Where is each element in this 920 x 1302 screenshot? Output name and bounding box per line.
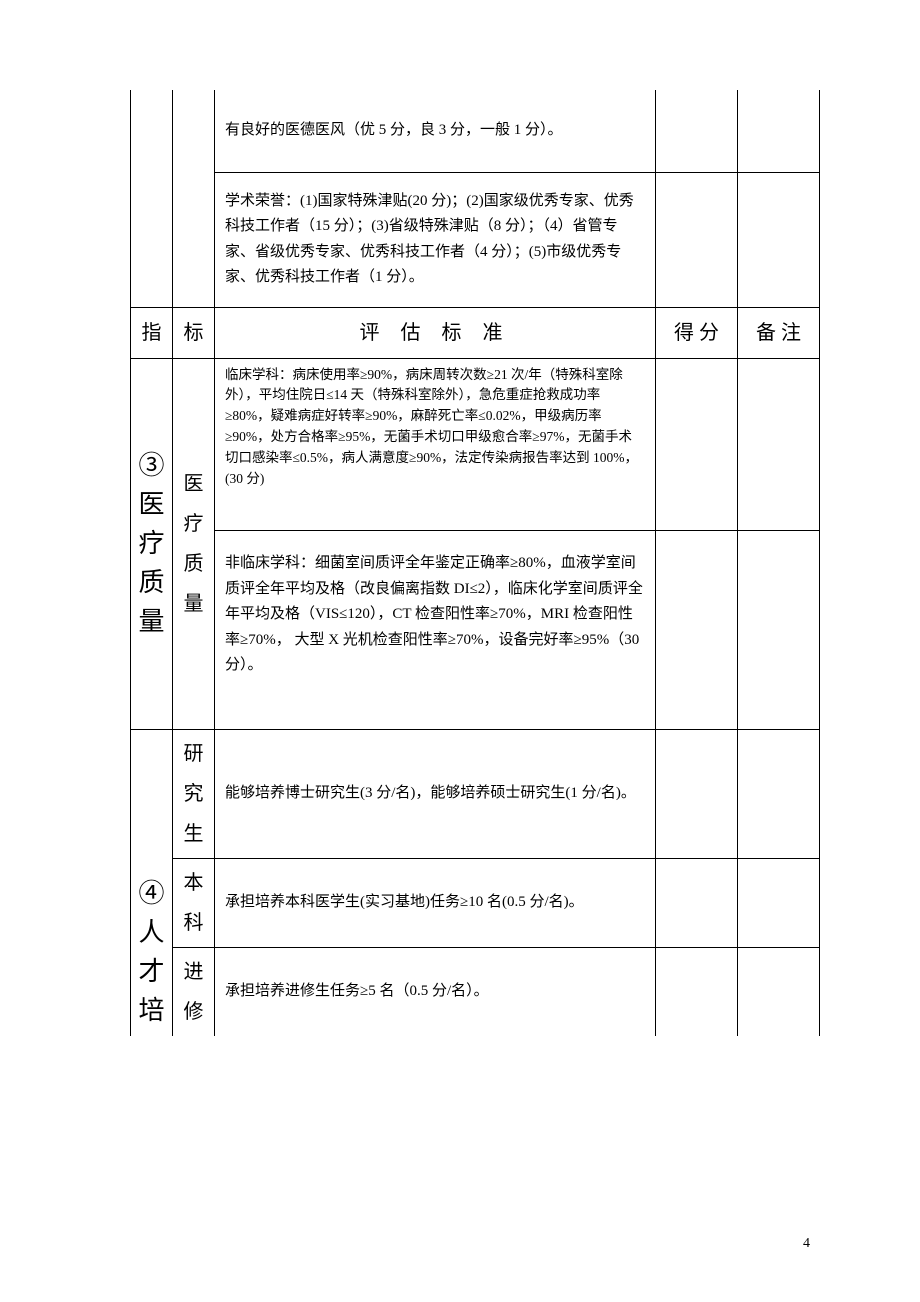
- cell-sub-graduate: 研究生: [173, 729, 215, 858]
- cell-sub-medical: 医疗质量: [173, 358, 215, 729]
- header-indicator-1: 指: [131, 307, 173, 358]
- cell-idx: [131, 90, 173, 172]
- cell-note: [738, 531, 820, 730]
- table-row: 本科 承担培养本科医学生(实习基地)任务≥10 名(0.5 分/名)。: [131, 858, 820, 947]
- cell-score: [656, 729, 738, 858]
- section-4-label: ④人才培: [133, 874, 170, 1030]
- cell-sub-training: 进修: [173, 947, 215, 1036]
- cell-standard: 有良好的医德医风（优 5 分，良 3 分，一般 1 分）。: [215, 90, 656, 172]
- cell-score: [656, 531, 738, 730]
- cell-sub-undergrad: 本科: [173, 858, 215, 947]
- section-3-label: ③医疗质量: [133, 446, 170, 641]
- table-row: 进修 承担培养进修生任务≥5 名（0.5 分/名）。: [131, 947, 820, 1036]
- cell-note: [738, 947, 820, 1036]
- evaluation-table: 有良好的医德医风（优 5 分，良 3 分，一般 1 分）。 学术荣誉：(1)国家…: [130, 90, 820, 1036]
- cell-note: [738, 172, 820, 307]
- cell-score: [656, 358, 738, 531]
- cell-standard-graduate: 能够培养博士研究生(3 分/名)，能够培养硕士研究生(1 分/名)。: [215, 729, 656, 858]
- cell-sub: [173, 90, 215, 172]
- header-indicator-2: 标: [173, 307, 215, 358]
- table-row: 非临床学科：细菌室间质评全年鉴定正确率≥80%，血液学室间质评全年平均及格（改良…: [131, 531, 820, 730]
- cell-standard-training: 承担培养进修生任务≥5 名（0.5 分/名）。: [215, 947, 656, 1036]
- cell-section-3: ③医疗质量: [131, 358, 173, 729]
- cell-score: [656, 858, 738, 947]
- cell-section-4: ④人才培: [131, 729, 173, 1036]
- document-page: 有良好的医德医风（优 5 分，良 3 分，一般 1 分）。 学术荣誉：(1)国家…: [0, 0, 920, 1302]
- cell-score: [656, 172, 738, 307]
- table-row: ④人才培 研究生 能够培养博士研究生(3 分/名)，能够培养硕士研究生(1 分/…: [131, 729, 820, 858]
- cell-score: [656, 90, 738, 172]
- cell-sub: [173, 172, 215, 307]
- sub-graduate-label: 研究生: [175, 734, 212, 854]
- header-standard: 评 估 标 准: [215, 307, 656, 358]
- table-row: ③医疗质量 医疗质量 临床学科：病床使用率≥90%，病床周转次数≥21 次/年（…: [131, 358, 820, 531]
- page-number: 4: [803, 1236, 810, 1252]
- cell-note: [738, 729, 820, 858]
- cell-standard-nonclinical: 非临床学科：细菌室间质评全年鉴定正确率≥80%，血液学室间质评全年平均及格（改良…: [215, 531, 656, 730]
- cell-note: [738, 858, 820, 947]
- cell-note: [738, 90, 820, 172]
- cell-note: [738, 358, 820, 531]
- cell-standard-clinical: 临床学科：病床使用率≥90%，病床周转次数≥21 次/年（特殊科室除外），平均住…: [215, 358, 656, 531]
- cell-idx: [131, 172, 173, 307]
- header-note: 备 注: [738, 307, 820, 358]
- sub-training-label: 进修: [175, 952, 212, 1032]
- cell-standard: 学术荣誉：(1)国家特殊津贴(20 分)；(2)国家级优秀专家、优秀科技工作者（…: [215, 172, 656, 307]
- cell-standard-undergrad: 承担培养本科医学生(实习基地)任务≥10 名(0.5 分/名)。: [215, 858, 656, 947]
- sub-undergrad-label: 本科: [175, 863, 212, 943]
- table-row: 有良好的医德医风（优 5 分，良 3 分，一般 1 分）。: [131, 90, 820, 172]
- table-row: 学术荣誉：(1)国家特殊津贴(20 分)；(2)国家级优秀专家、优秀科技工作者（…: [131, 172, 820, 307]
- table-header-row: 指 标 评 估 标 准 得 分 备 注: [131, 307, 820, 358]
- header-score: 得 分: [656, 307, 738, 358]
- cell-score: [656, 947, 738, 1036]
- sub-medical-label: 医疗质量: [175, 464, 212, 624]
